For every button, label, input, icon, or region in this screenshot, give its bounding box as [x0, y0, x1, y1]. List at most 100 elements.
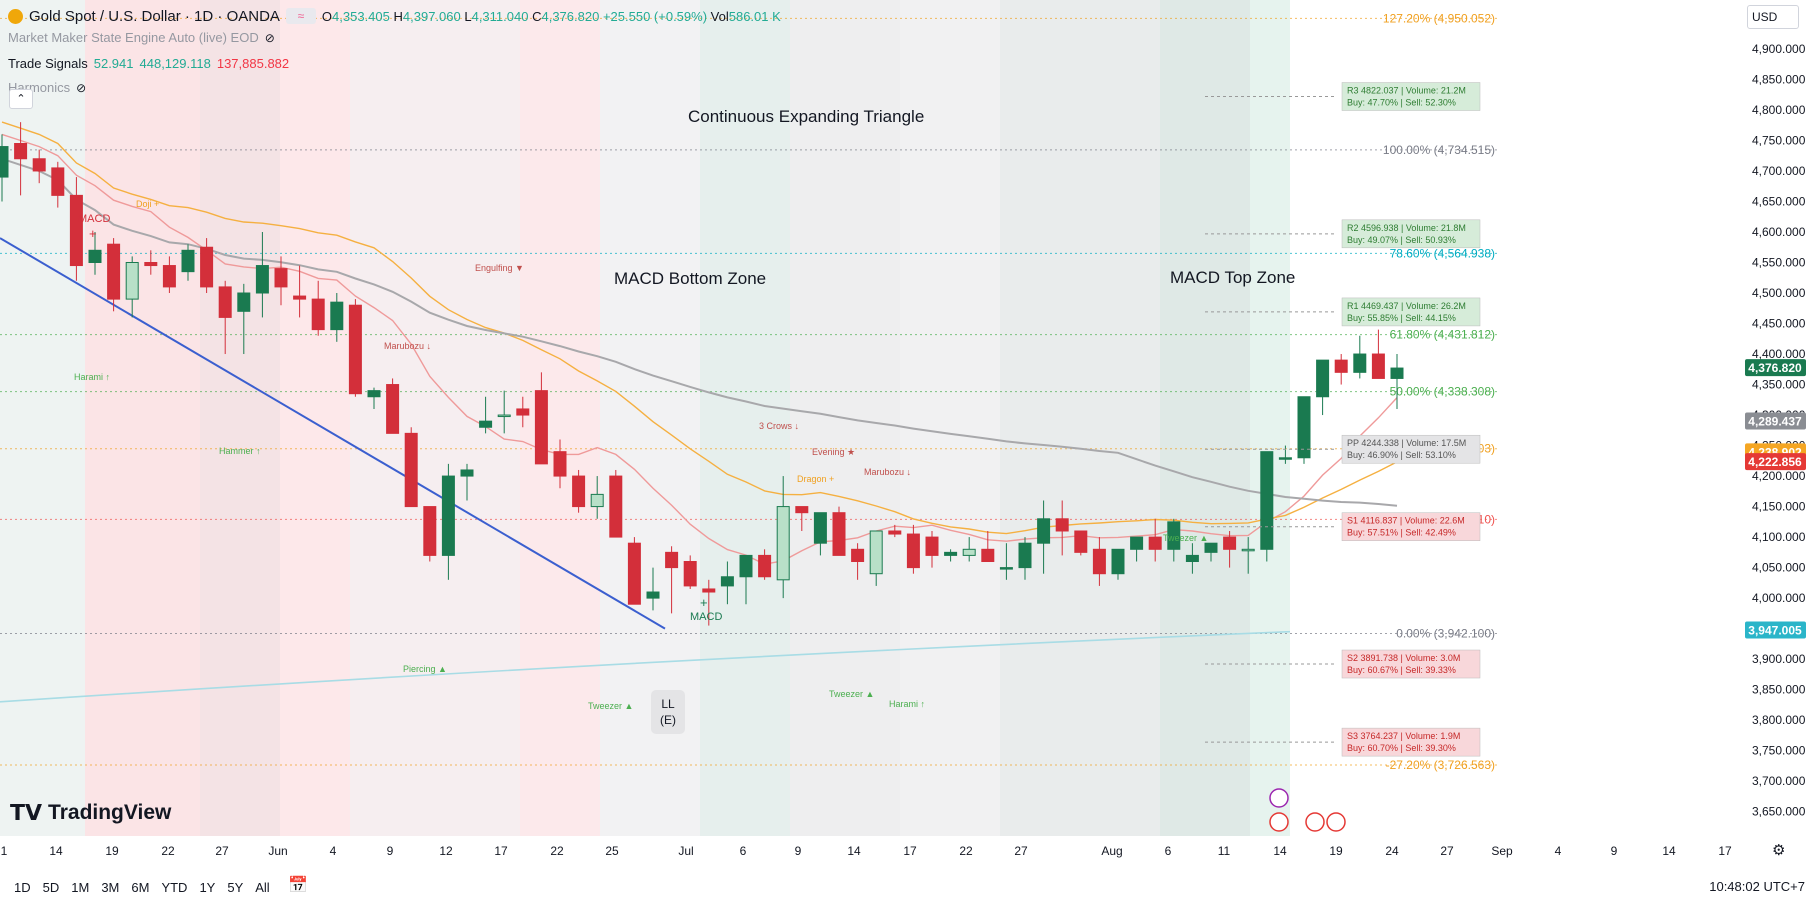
candle-body[interactable]: [1037, 518, 1051, 544]
timeframe-5d[interactable]: 5D: [42, 880, 60, 895]
indicator-mm-engine[interactable]: Market Maker State Engine Auto (live) EO…: [8, 30, 275, 45]
candle-body[interactable]: [1130, 536, 1144, 550]
candle-body[interactable]: [1223, 536, 1237, 550]
candle-body[interactable]: [1334, 359, 1348, 373]
candle-body[interactable]: [962, 548, 976, 556]
candle-body[interactable]: [1316, 359, 1330, 398]
hidden-eye-icon[interactable]: ⊘: [76, 80, 87, 95]
candle-body[interactable]: [1148, 536, 1162, 550]
candle-body[interactable]: [739, 554, 753, 578]
candle-body[interactable]: [981, 548, 995, 563]
candle-body[interactable]: [479, 420, 493, 428]
currency-select[interactable]: USD: [1747, 5, 1799, 29]
timeframe-3m[interactable]: 3M: [101, 880, 120, 895]
collapse-legend-button[interactable]: ⌃: [9, 89, 33, 109]
candle-body[interactable]: [1167, 521, 1181, 550]
pivot-box[interactable]: [1341, 82, 1481, 111]
candle-body[interactable]: [869, 530, 883, 575]
candle-body[interactable]: [367, 390, 381, 398]
hidden-eye-icon[interactable]: ⊘: [264, 30, 275, 45]
candle-body[interactable]: [1260, 451, 1274, 550]
candle-body[interactable]: [516, 408, 530, 416]
candle-body[interactable]: [460, 469, 474, 477]
candle-body[interactable]: [1390, 367, 1404, 379]
pivot-box[interactable]: [1341, 434, 1481, 464]
candle-body[interactable]: [906, 533, 920, 569]
candle-body[interactable]: [1055, 518, 1069, 532]
candle-body[interactable]: [795, 506, 809, 514]
candle-body[interactable]: [925, 536, 939, 556]
pivot-box[interactable]: [1341, 649, 1481, 679]
us-flag-event-icon[interactable]: [1326, 812, 1346, 832]
candle-body[interactable]: [88, 249, 102, 263]
candle-body[interactable]: [1074, 530, 1088, 553]
axis-settings-icon[interactable]: ⚙: [1772, 842, 1786, 859]
candle-body[interactable]: [200, 246, 214, 288]
timeframe-5y[interactable]: 5Y: [227, 880, 244, 895]
candle-body[interactable]: [1018, 542, 1032, 569]
candle-body[interactable]: [386, 384, 400, 434]
candle-body[interactable]: [1185, 554, 1199, 563]
symbol-title[interactable]: Gold Spot / U.S. Dollar · 1D · OANDA: [29, 7, 280, 25]
candle-body[interactable]: [776, 506, 790, 581]
candle-body[interactable]: [553, 451, 567, 477]
candle-body[interactable]: [944, 551, 958, 556]
candle-body[interactable]: [1371, 353, 1385, 379]
candle-body[interactable]: [646, 591, 660, 599]
pivot-box[interactable]: [1341, 727, 1481, 757]
candle-body[interactable]: [237, 292, 251, 312]
candle-body[interactable]: [1111, 548, 1125, 575]
candle-body[interactable]: [423, 506, 437, 556]
candle-body[interactable]: [404, 432, 418, 508]
us-flag-event-icon[interactable]: [1305, 812, 1325, 832]
timeframe-1d[interactable]: 1D: [14, 880, 31, 895]
candle-body[interactable]: [1353, 353, 1367, 373]
candle-body[interactable]: [107, 243, 121, 300]
candle-body[interactable]: [32, 158, 46, 172]
candle-body[interactable]: [441, 475, 455, 556]
candle-body[interactable]: [144, 261, 158, 267]
candle-body[interactable]: [1297, 396, 1311, 459]
candle-body[interactable]: [51, 167, 65, 196]
visibility-toggle-icon[interactable]: ≈: [285, 8, 316, 24]
candle-body[interactable]: [162, 265, 176, 288]
candle-body[interactable]: [720, 576, 734, 587]
timeframe-6m[interactable]: 6M: [131, 880, 150, 895]
pivot-box[interactable]: [1341, 219, 1481, 249]
pivot-box[interactable]: [1341, 297, 1481, 327]
timeframe-all[interactable]: All: [255, 880, 270, 895]
candle-body[interactable]: [758, 554, 772, 578]
candle-body[interactable]: [125, 261, 139, 300]
us-flag-event-icon[interactable]: [1269, 812, 1289, 832]
calendar-icon[interactable]: 📅: [288, 877, 308, 894]
candle-body[interactable]: [665, 551, 679, 569]
timeframe-1y[interactable]: 1Y: [199, 880, 216, 895]
candle-body[interactable]: [1204, 542, 1218, 553]
candle-body[interactable]: [293, 295, 307, 300]
timeframe-1m[interactable]: 1M: [71, 880, 90, 895]
pivot-box[interactable]: [1341, 512, 1481, 541]
candle-body[interactable]: [590, 493, 604, 508]
candle-body[interactable]: [999, 567, 1013, 570]
candle-body[interactable]: [69, 194, 83, 267]
candle-body[interactable]: [572, 475, 586, 508]
candle-body[interactable]: [14, 143, 28, 160]
candle-body[interactable]: [218, 286, 232, 318]
candle-body[interactable]: [534, 390, 548, 465]
candle-body[interactable]: [348, 304, 362, 395]
candle-body[interactable]: [181, 249, 195, 273]
lightning-event-icon[interactable]: [1269, 788, 1289, 808]
candle-body[interactable]: [683, 561, 697, 587]
candle-body[interactable]: [609, 475, 623, 538]
candle-body[interactable]: [832, 512, 846, 556]
candle-body[interactable]: [888, 530, 902, 535]
candle-body[interactable]: [1278, 457, 1292, 460]
candle-body[interactable]: [813, 512, 827, 544]
candle-body[interactable]: [255, 265, 269, 294]
indicator-trade-signals[interactable]: Trade Signals 52.941 448,129.118 137,885…: [8, 56, 290, 71]
candle-body[interactable]: [702, 588, 716, 593]
candle-body[interactable]: [627, 542, 641, 605]
candle-body[interactable]: [274, 268, 288, 288]
utc-clock[interactable]: 10:48:02 UTC+7: [1709, 879, 1805, 894]
